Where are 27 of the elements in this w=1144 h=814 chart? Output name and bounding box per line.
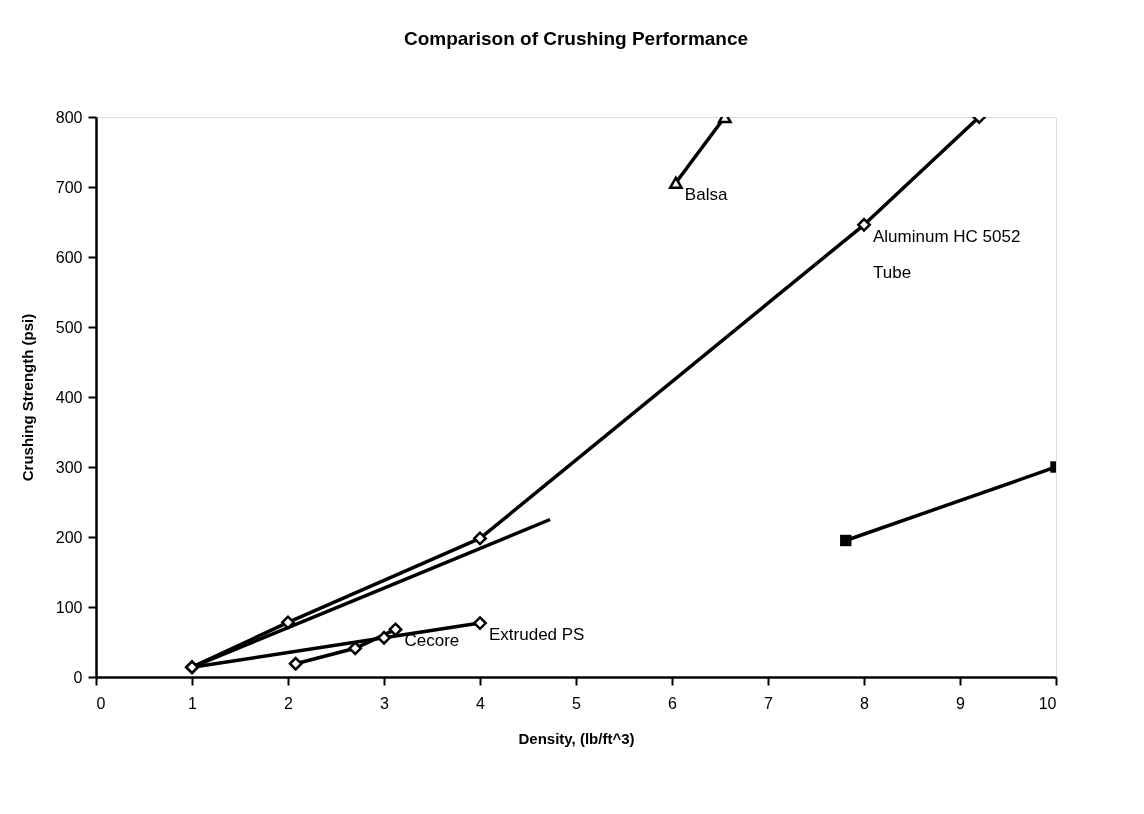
x-tick-label: 6 xyxy=(668,694,678,712)
x-tick-label: 4 xyxy=(476,694,486,712)
y-axis-title: Crushing Strength (psi) xyxy=(18,313,36,482)
x-tick-label: 5 xyxy=(572,694,582,712)
annotation: Extruded PS xyxy=(489,625,585,645)
y-tick-label: 700 xyxy=(55,178,83,196)
x-tick-label: 9 xyxy=(956,694,966,712)
x-tick-label: 1 xyxy=(188,694,198,712)
y-tick-label: 300 xyxy=(55,458,83,476)
annotation: Balsa xyxy=(684,184,728,204)
x-tick-label: 8 xyxy=(860,694,870,712)
y-tick-label: 0 xyxy=(73,668,83,686)
chart-title: Comparison of Crushing Performance xyxy=(403,28,749,49)
annotation: Cecore xyxy=(404,631,460,651)
y-tick-label: 600 xyxy=(55,248,83,266)
x-tick-label: 10 xyxy=(1038,694,1057,712)
annotation: Aluminum HC 5052 Tube xyxy=(873,226,1021,282)
x-axis-title: Density, (lb/ft^3) xyxy=(518,729,635,747)
y-tick-label: 400 xyxy=(55,388,83,406)
y-tick-label: 500 xyxy=(55,318,83,336)
y-tick-label: 800 xyxy=(55,108,83,126)
y-tick-label: 100 xyxy=(55,598,83,616)
y-tick-label: 200 xyxy=(55,528,83,546)
x-tick-label: 3 xyxy=(380,694,390,712)
x-tick-label: 7 xyxy=(764,694,774,712)
x-tick-label: 2 xyxy=(284,694,294,712)
x-tick-label: 0 xyxy=(96,694,106,712)
